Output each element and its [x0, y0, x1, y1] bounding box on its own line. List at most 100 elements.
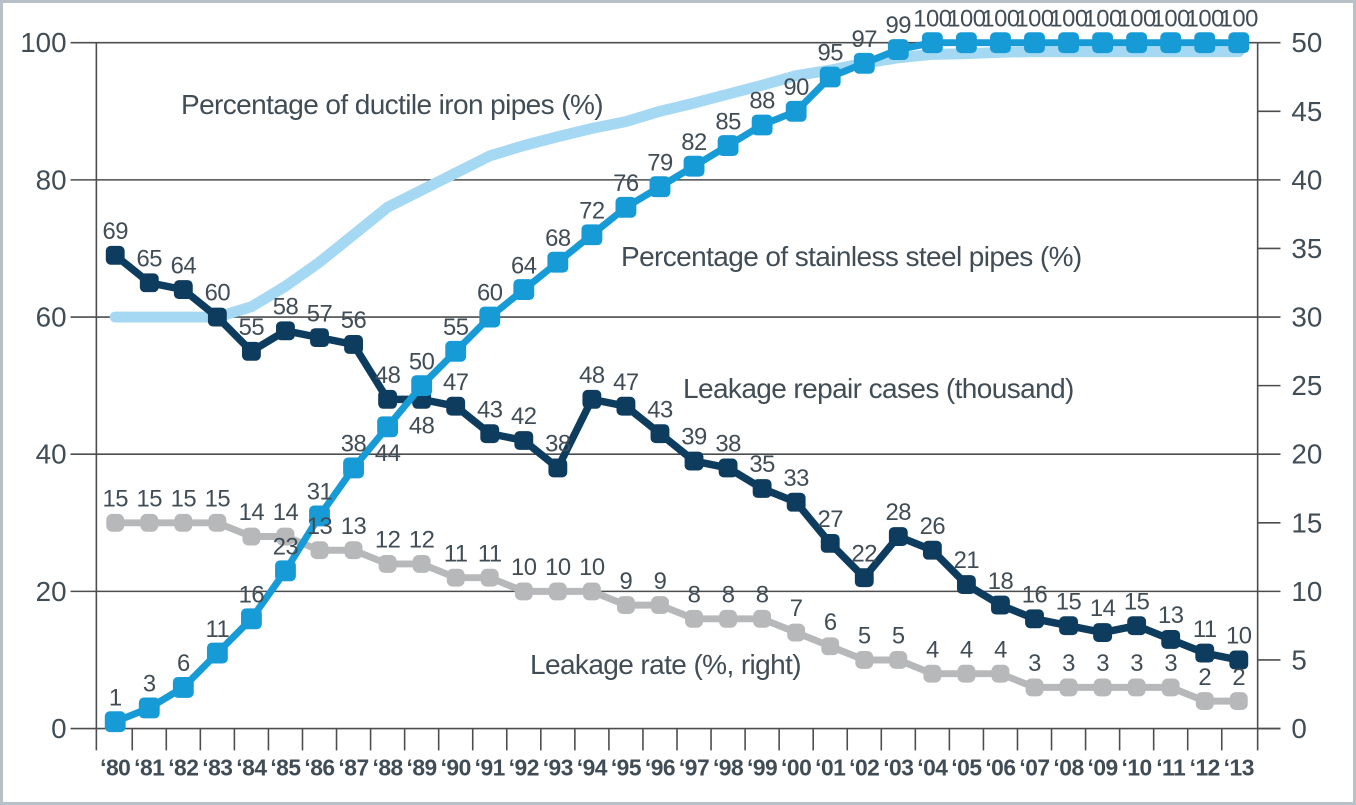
series-2 — [105, 245, 1249, 670]
data-label: 3 — [1130, 650, 1143, 677]
series-marker — [514, 582, 533, 601]
series-marker — [685, 609, 703, 628]
x-axis-label: ‘10 — [1122, 754, 1152, 780]
series-marker — [718, 458, 738, 478]
series-marker — [1093, 678, 1112, 697]
series-marker — [582, 389, 602, 409]
data-label: 14 — [1090, 595, 1116, 622]
data-label: 14 — [273, 499, 299, 526]
data-label: 4 — [960, 636, 973, 663]
x-axis-label: ‘04 — [917, 754, 948, 780]
data-label: 14 — [239, 499, 265, 526]
data-label: 8 — [756, 581, 769, 608]
data-label: 48 — [579, 362, 605, 389]
x-axis-label: ‘89 — [407, 754, 437, 780]
series-marker — [717, 135, 739, 157]
data-label: 10 — [511, 554, 537, 581]
series-marker — [1195, 643, 1215, 663]
series-marker — [752, 479, 772, 498]
series-marker — [820, 533, 840, 553]
series-marker — [174, 513, 193, 532]
data-label: 7 — [790, 595, 803, 622]
series-marker — [751, 114, 773, 136]
series-marker — [445, 340, 467, 362]
series-marker — [513, 279, 535, 301]
data-label: 85 — [715, 108, 741, 135]
series-label-ductile-iron: Percentage of ductile iron pipes (%) — [181, 89, 604, 120]
series-marker — [1093, 623, 1113, 642]
series-marker — [888, 527, 908, 546]
x-axis-label: ‘00 — [781, 754, 811, 780]
x-axis-label: ‘07 — [1019, 754, 1049, 780]
series-marker — [1127, 678, 1146, 697]
data-label: 44 — [375, 440, 401, 467]
data-label: 88 — [749, 88, 775, 115]
data-label: 11 — [1193, 616, 1217, 643]
series-marker — [922, 540, 942, 560]
series-marker — [617, 596, 635, 615]
data-label: 13 — [307, 513, 333, 540]
data-label: 2 — [1198, 664, 1211, 691]
x-axis-label: ‘93 — [543, 754, 573, 780]
series-marker — [105, 245, 125, 265]
data-label: 23 — [273, 533, 299, 560]
series-marker — [1025, 609, 1044, 629]
data-label: 15 — [205, 485, 231, 512]
series-marker — [309, 505, 330, 527]
series-marker — [207, 307, 227, 327]
data-label: 38 — [715, 431, 741, 458]
data-label: 57 — [307, 300, 333, 327]
series-marker — [140, 513, 159, 532]
series-marker — [615, 196, 637, 218]
left-axis-tick-label: 60 — [36, 302, 67, 333]
data-label: 9 — [654, 568, 667, 595]
data-label: 43 — [477, 396, 503, 423]
series-marker — [446, 396, 466, 416]
data-label: 82 — [681, 129, 707, 156]
series-marker — [446, 568, 465, 587]
data-label: 6 — [177, 650, 190, 677]
right-axis-tick-label: 40 — [1291, 164, 1322, 195]
left-axis-tick-label: 20 — [36, 576, 67, 607]
data-label: 11 — [206, 616, 230, 643]
data-label: 68 — [545, 225, 571, 252]
x-axis-label: ‘13 — [1224, 754, 1254, 780]
data-label: 100 — [1015, 5, 1053, 32]
series-marker — [412, 555, 431, 573]
data-label: 97 — [852, 26, 878, 53]
series-marker — [683, 155, 705, 177]
series-marker — [1126, 32, 1148, 54]
data-label: 11 — [478, 540, 502, 567]
series-marker — [206, 642, 228, 664]
series-marker — [1025, 678, 1044, 697]
x-axis-label: ‘97 — [679, 754, 709, 780]
series-marker — [991, 664, 1010, 683]
series-marker — [923, 664, 942, 683]
series-marker — [887, 39, 909, 60]
right-axis-tick-label: 45 — [1291, 96, 1322, 127]
data-label: 15 — [102, 485, 128, 512]
series-marker — [819, 66, 841, 88]
x-axis-label: ‘08 — [1053, 754, 1083, 780]
x-axis-label: ‘94 — [577, 754, 608, 780]
data-label: 13 — [1158, 602, 1184, 629]
data-label: 60 — [205, 280, 231, 307]
x-axis-label: ‘98 — [713, 754, 743, 780]
data-label: 56 — [341, 307, 367, 334]
data-label: 10 — [579, 554, 605, 581]
data-label: 27 — [817, 506, 843, 533]
x-axis-label: ‘87 — [338, 754, 368, 780]
series-marker — [1024, 32, 1045, 54]
data-label: 15 — [1056, 588, 1082, 615]
data-label: 33 — [783, 465, 809, 492]
x-axis-label: ‘95 — [611, 754, 642, 780]
data-label: 16 — [239, 581, 265, 608]
data-label: 100 — [1083, 5, 1121, 32]
series-label-stainless-steel: Percentage of stainless steel pipes (%) — [621, 241, 1082, 272]
x-axis-label: ‘96 — [645, 754, 675, 780]
data-label: 16 — [1022, 581, 1048, 608]
x-axis-label: ‘12 — [1190, 754, 1220, 780]
data-label: 47 — [443, 369, 469, 396]
series-marker — [548, 458, 568, 478]
